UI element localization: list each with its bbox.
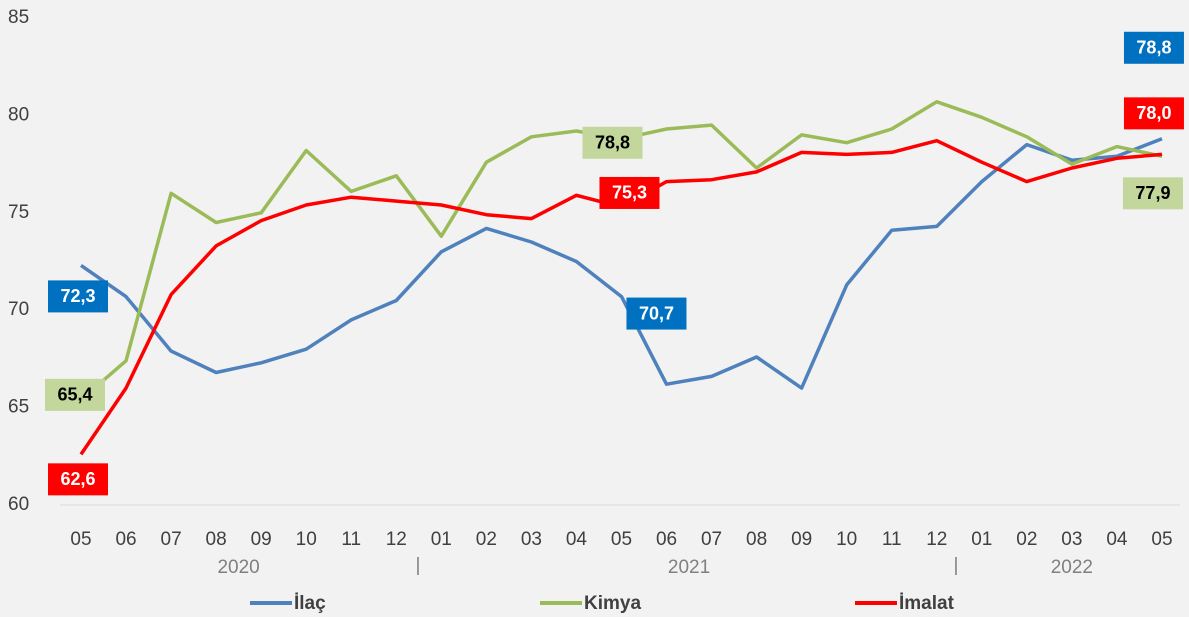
x-tick-label: 01 (971, 529, 992, 550)
x-tick-label: 11 (341, 529, 361, 550)
x-tick-label: 08 (746, 529, 767, 550)
x-tick-label: 03 (1061, 529, 1082, 550)
x-tick-label: 04 (566, 529, 588, 550)
y-tick-label: 65 (8, 397, 29, 418)
x-tick-label: 05 (611, 529, 632, 550)
y-tick-label: 75 (8, 202, 29, 223)
x-tick-label: 09 (791, 529, 812, 550)
x-tick-label: 08 (206, 529, 227, 550)
data-label-text: 78,0 (1136, 103, 1171, 123)
year-label: 2022 (1051, 557, 1093, 578)
y-tick-label: 60 (8, 494, 29, 515)
x-tick-label: 12 (386, 529, 407, 550)
data-label: 65,4 (45, 378, 105, 411)
data-label: 78,8 (1123, 31, 1184, 64)
data-label: 78,8 (582, 126, 643, 159)
x-tick-label: 10 (836, 529, 857, 550)
x-tick-label: 07 (161, 529, 182, 550)
data-label: 70,7 (626, 297, 687, 330)
data-label: 75,3 (599, 176, 660, 209)
data-label-box (1123, 31, 1184, 64)
data-label-text: 62,6 (60, 469, 95, 489)
x-tick-label: 04 (1106, 529, 1128, 550)
series-line (80, 137, 1163, 390)
x-tick-label: 06 (656, 529, 677, 550)
x-tick-label: 01 (431, 529, 452, 550)
x-tick-label: 05 (1151, 529, 1172, 550)
x-tick-label: 07 (701, 529, 722, 550)
y-tick-label: 85 (8, 7, 29, 28)
legend-label: İmalat (899, 593, 955, 614)
x-tick-label: 10 (296, 529, 317, 550)
data-label-text: 77,9 (1135, 183, 1170, 203)
data-label-text: 72,3 (60, 286, 95, 306)
year-label: 2020 (217, 557, 259, 578)
data-label-box (626, 297, 687, 330)
data-label: 78,0 (1123, 97, 1184, 130)
data-label-box (1122, 177, 1183, 210)
data-label-text: 75,3 (612, 183, 647, 203)
data-label-text: 70,7 (639, 303, 674, 323)
x-tick-label: 12 (926, 529, 947, 550)
data-label: 72,3 (48, 280, 108, 313)
data-label-box (1123, 97, 1184, 130)
x-tick-label: 02 (1016, 529, 1037, 550)
data-label: 77,9 (1122, 177, 1183, 210)
data-label: 62,6 (48, 463, 108, 496)
y-tick-label: 80 (8, 104, 29, 125)
data-label-box (45, 378, 105, 411)
x-tick-label: 03 (521, 529, 542, 550)
year-label: 2021 (668, 557, 710, 578)
data-label-box (48, 280, 108, 313)
data-label-text: 65,4 (57, 385, 92, 405)
data-label-box (599, 176, 660, 209)
data-label-box (48, 463, 108, 496)
y-tick-label: 70 (8, 299, 29, 320)
x-tick-label: 09 (251, 529, 272, 550)
data-label-text: 78,8 (595, 133, 630, 153)
year-separator: | (954, 555, 959, 576)
data-label-text: 78,8 (1136, 38, 1171, 58)
legend-label: İlaç (294, 593, 326, 614)
x-tick-label: 06 (115, 529, 136, 550)
data-label-box (582, 126, 643, 159)
x-tick-label: 05 (70, 529, 91, 550)
x-tick-label: 11 (882, 529, 902, 550)
legend-label: Kimya (584, 593, 641, 614)
year-separator: | (416, 555, 421, 576)
x-tick-label: 02 (476, 529, 497, 550)
